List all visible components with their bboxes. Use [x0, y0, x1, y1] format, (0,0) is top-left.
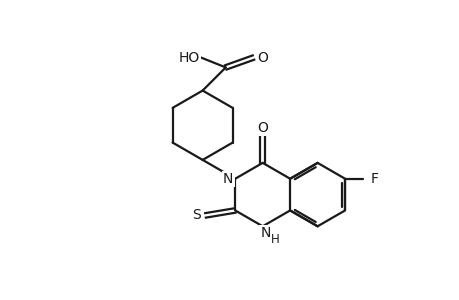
Text: O: O	[257, 50, 267, 64]
Text: H: H	[271, 233, 280, 246]
Text: HO: HO	[178, 50, 199, 64]
Text: N: N	[260, 226, 270, 240]
Text: N: N	[223, 172, 233, 186]
Text: S: S	[192, 208, 201, 222]
Text: F: F	[370, 172, 378, 186]
Text: O: O	[257, 121, 268, 135]
